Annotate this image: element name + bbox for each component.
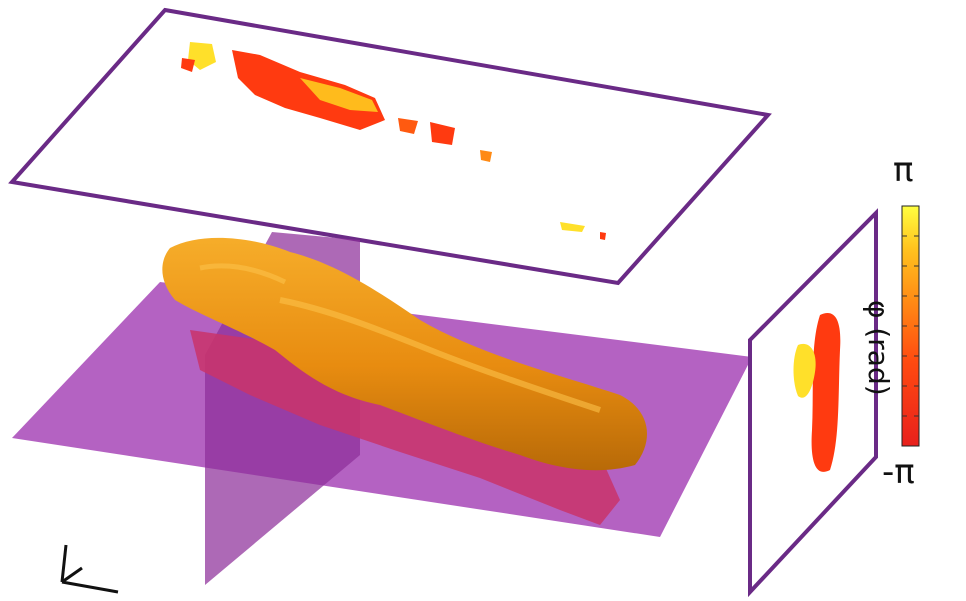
- colorbar-min-label: -π: [882, 452, 915, 492]
- axis-triad-icon: [60, 544, 119, 594]
- colorbar-max-label: π: [893, 150, 914, 190]
- volume-underside: [190, 330, 620, 525]
- colorbar-ticks: [902, 235, 919, 417]
- side-projection-phase-map: [793, 313, 841, 472]
- colorbar-title: φ (rad): [862, 300, 895, 396]
- side-projection-plane: [748, 208, 878, 598]
- top-projection-plane: [8, 7, 772, 286]
- isosurface-volume: [162, 237, 647, 471]
- top-projection-phase-map: [181, 42, 606, 240]
